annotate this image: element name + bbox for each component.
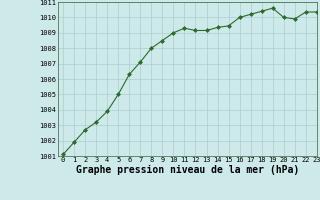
X-axis label: Graphe pression niveau de la mer (hPa): Graphe pression niveau de la mer (hPa)	[76, 165, 299, 175]
